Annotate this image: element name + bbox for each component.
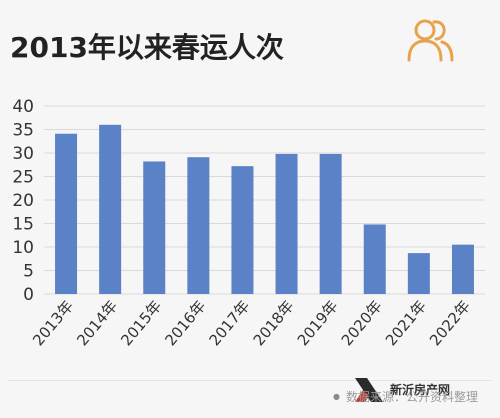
- bar: [275, 153, 298, 294]
- bar: [319, 153, 342, 294]
- x-tick-label: 2015年: [117, 297, 165, 349]
- bar: [363, 224, 386, 294]
- x-tick-label: 2017年: [206, 297, 254, 349]
- y-tick-label: 30: [12, 144, 34, 164]
- users-icon: [407, 19, 454, 62]
- x-tick-label: 2016年: [161, 297, 209, 349]
- bar: [143, 161, 166, 294]
- bar: [187, 157, 210, 294]
- x-tick-label: 2022年: [426, 297, 474, 349]
- bar: [99, 124, 122, 294]
- watermark-logo: [355, 378, 383, 402]
- x-tick-label: 2020年: [338, 297, 386, 349]
- y-tick-label: 0: [23, 285, 34, 305]
- bar: [451, 244, 474, 294]
- y-tick-label: 35: [12, 121, 34, 141]
- y-tick-label: 10: [12, 238, 34, 258]
- chart-title: 2013年以来春运人次: [10, 31, 284, 64]
- x-tick-label: 2013年: [29, 297, 77, 349]
- y-tick-label: 15: [12, 215, 34, 235]
- bar: [407, 253, 430, 294]
- bar: [55, 133, 78, 294]
- x-tick-label: 2018年: [250, 297, 298, 349]
- source-bullet: ●: [333, 392, 340, 401]
- x-tick-label: 2014年: [73, 297, 121, 349]
- x-tick-label: 2019年: [294, 297, 342, 349]
- footer-divider: [8, 380, 492, 381]
- bar: [231, 166, 254, 294]
- y-tick-label: 40: [12, 97, 34, 117]
- y-tick-label: 25: [12, 168, 34, 188]
- watermark-text: 新沂房产网: [390, 383, 451, 397]
- y-tick-label: 5: [23, 262, 34, 282]
- x-tick-label: 2021年: [382, 297, 430, 349]
- data-source: 数据来源：公开资料整理: [346, 390, 479, 404]
- y-tick-label: 20: [12, 191, 34, 211]
